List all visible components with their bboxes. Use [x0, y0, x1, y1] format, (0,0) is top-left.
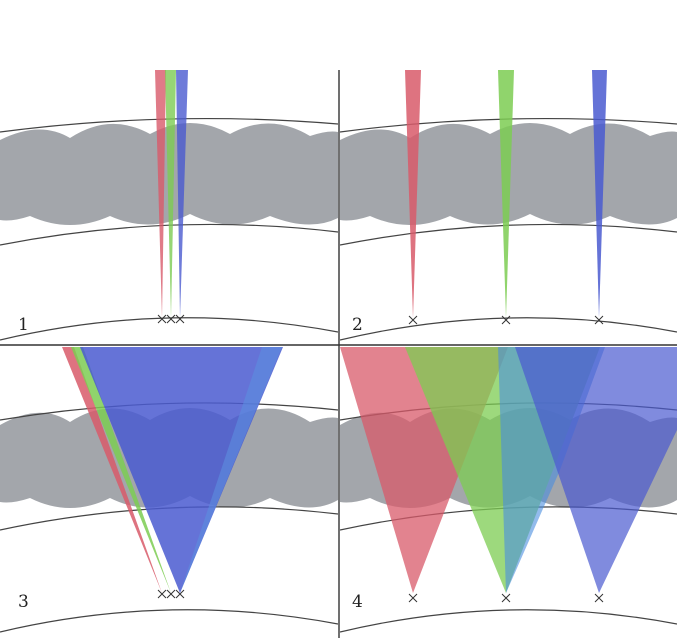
panel-label: 1: [18, 315, 29, 335]
focal-plane-arc: [0, 609, 338, 633]
beam-blue: [80, 347, 283, 593]
beam-blue: [592, 70, 607, 318]
focus-markers: [408, 593, 604, 603]
beam-green: [71, 347, 171, 593]
panel-3: 3: [0, 347, 338, 633]
panel-label: 2: [352, 315, 363, 335]
beam-blue: [176, 70, 188, 318]
panel-1: 1: [0, 70, 338, 341]
beam-blue: [515, 347, 677, 593]
focus-markers: [157, 589, 185, 599]
panel-label: 3: [18, 592, 29, 612]
focus-markers: [157, 314, 185, 324]
beam-blue-edge: [180, 347, 282, 593]
focal-plane-arc: [340, 317, 677, 341]
panel-2: 2: [340, 70, 677, 341]
beam-green: [165, 70, 176, 318]
beam-red: [405, 70, 421, 318]
focus-markers: [408, 315, 604, 325]
panel-4: 4: [340, 347, 677, 633]
panel-label: 4: [352, 592, 363, 612]
focal-plane-arc: [0, 317, 338, 341]
beam-red: [155, 70, 166, 318]
focal-plane-arc: [340, 609, 677, 633]
beam-red: [62, 347, 162, 593]
beam-green: [498, 70, 514, 318]
